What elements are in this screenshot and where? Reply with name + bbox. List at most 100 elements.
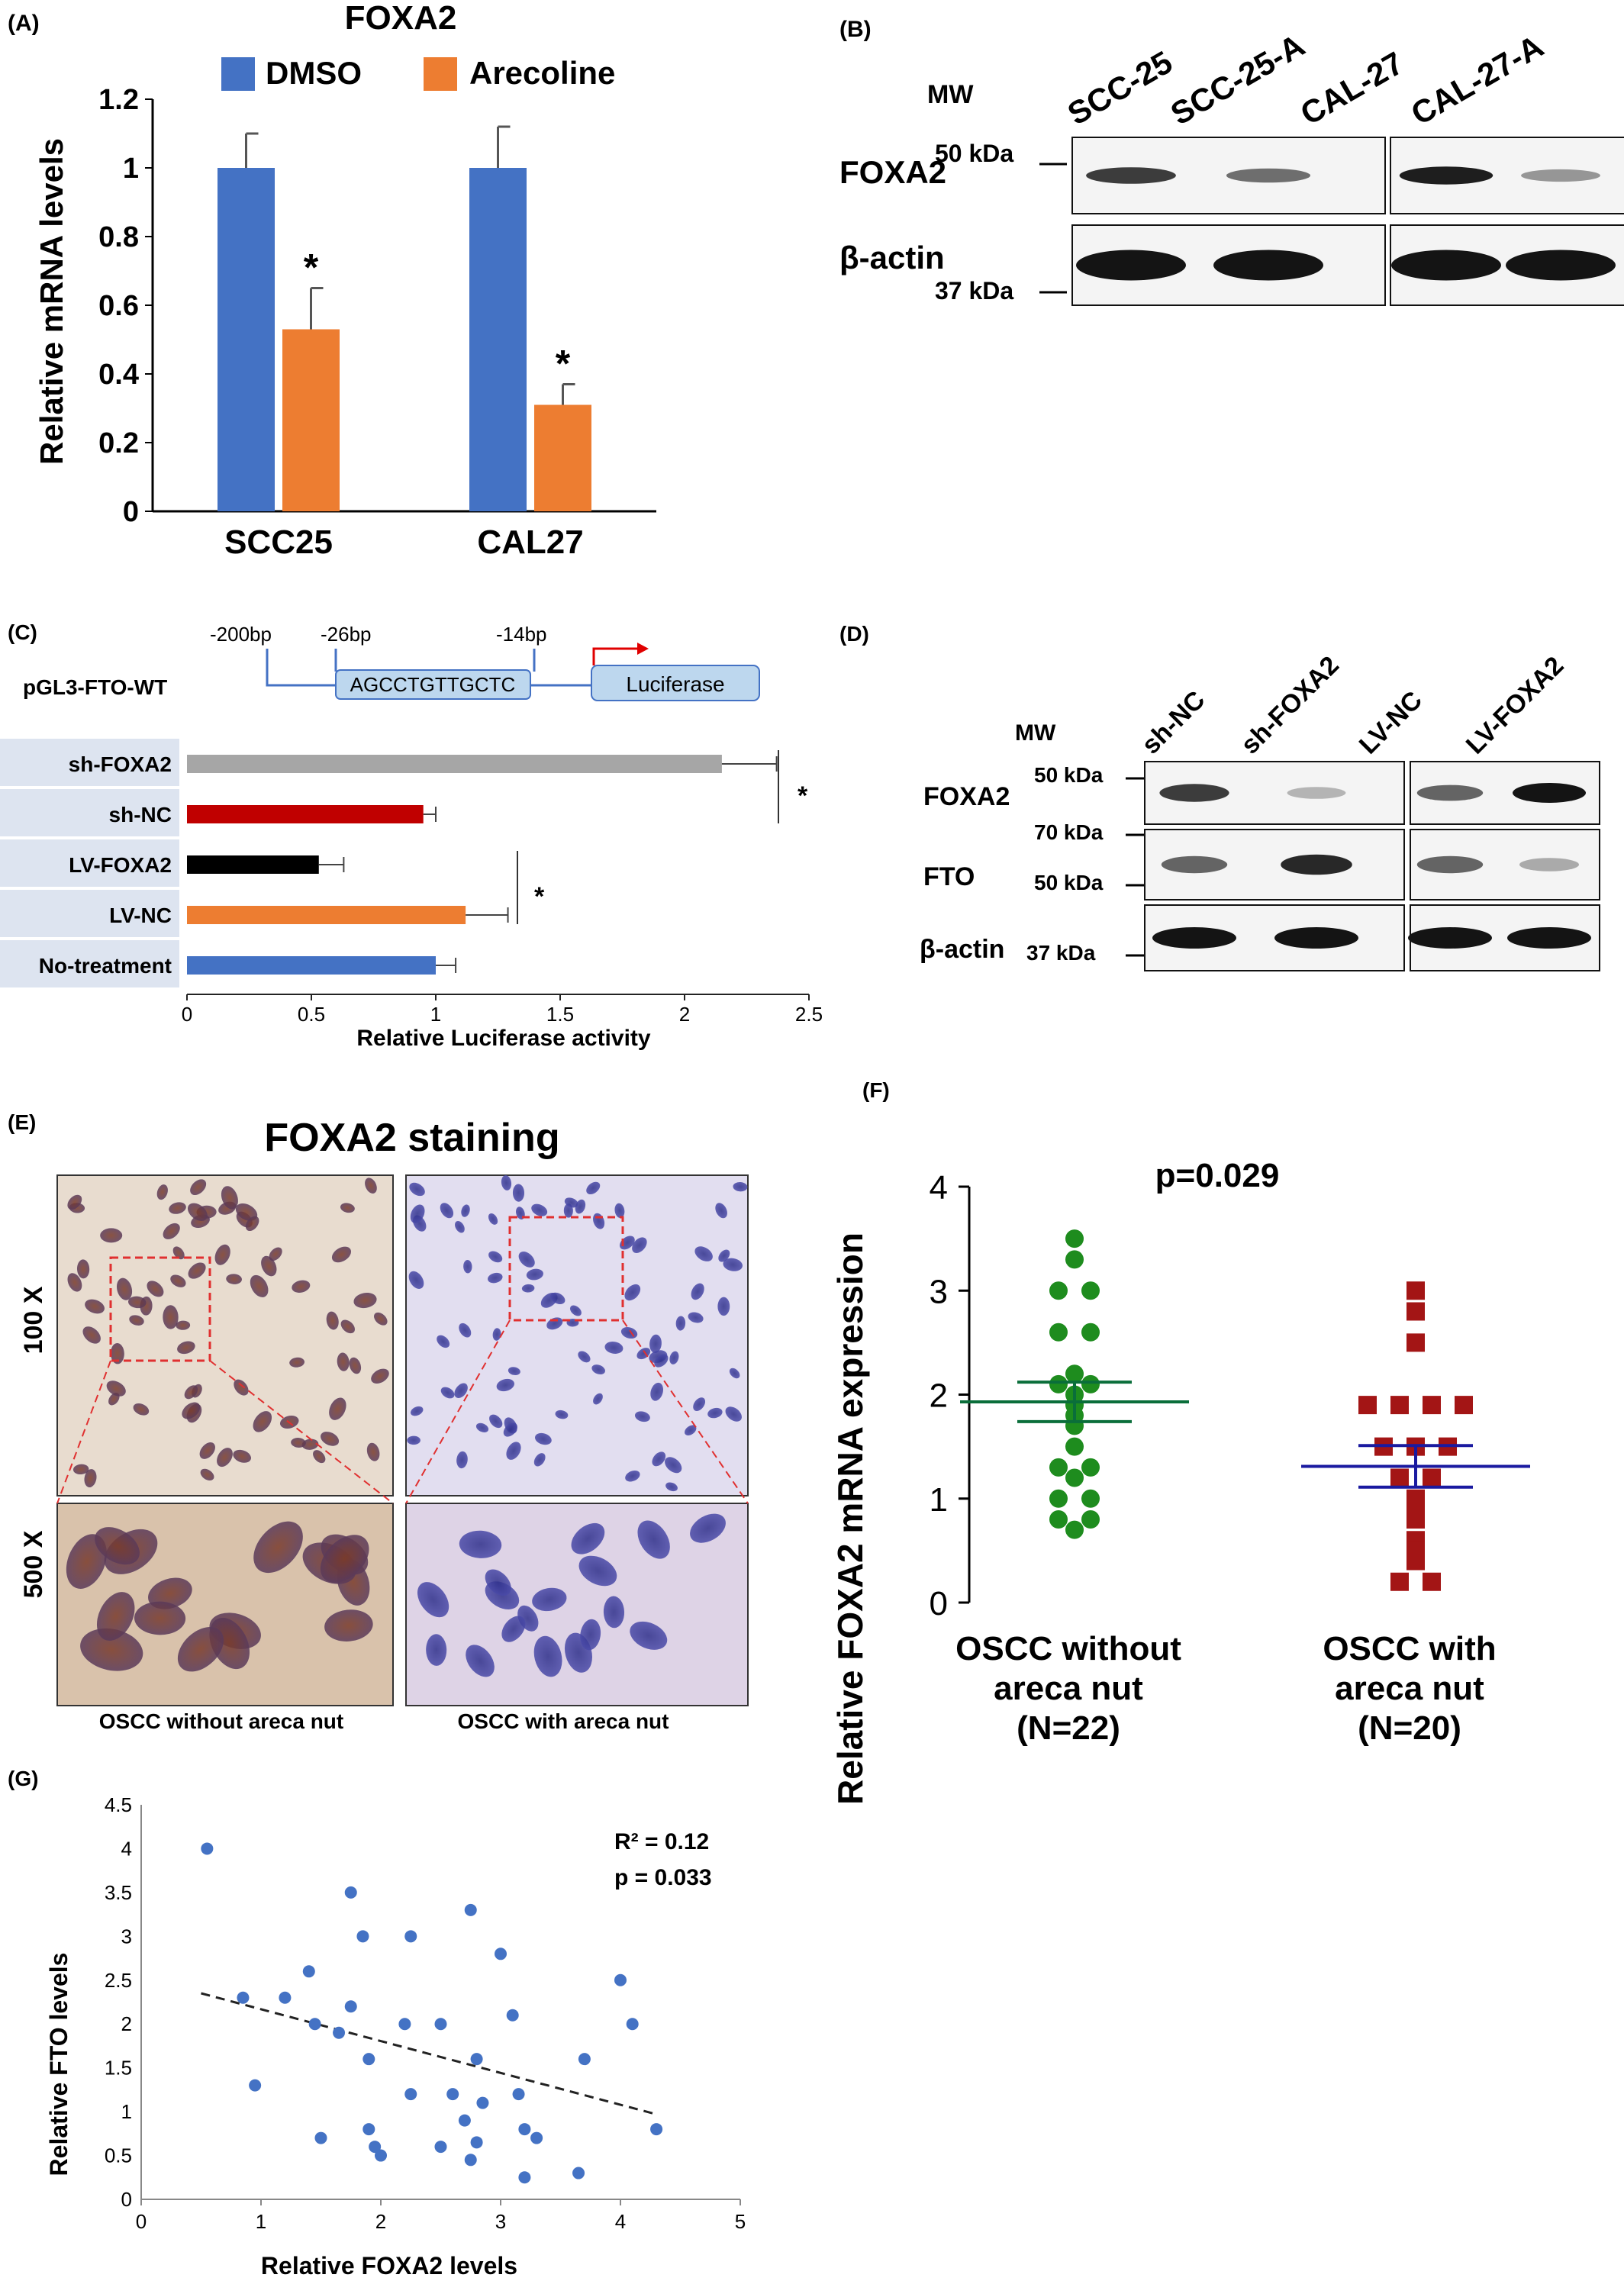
panel-d-blot-images bbox=[1144, 761, 1600, 971]
panel-d-marker-70: 70 kDa bbox=[1034, 820, 1104, 844]
c-x-tick-label: 1 bbox=[430, 1003, 441, 1026]
e-cell-nucleus bbox=[485, 1569, 511, 1596]
a-bar-arecoline bbox=[282, 329, 340, 511]
g-data-point bbox=[201, 1842, 214, 1855]
g-data-point bbox=[476, 2096, 489, 2109]
e-cell-nucleus bbox=[134, 1601, 186, 1635]
e-cell-nucleus bbox=[417, 1582, 450, 1618]
construct-pos-200: -200bp bbox=[210, 623, 272, 646]
panel-b-mw-label: MW bbox=[927, 80, 974, 109]
e-cell-nucleus bbox=[217, 1448, 233, 1468]
g-data-point bbox=[518, 2123, 531, 2136]
f-point-with-areca bbox=[1358, 1396, 1377, 1415]
panel-c-x-axis-label: Relative Luciferase activity bbox=[356, 1026, 651, 1051]
e-cell-nucleus bbox=[133, 1403, 150, 1416]
e-cell-nucleus bbox=[374, 1312, 388, 1326]
e-cell-nucleus bbox=[148, 1577, 192, 1609]
panel-g-plot-area: 0 0.5 1 1.5 2 2.5 3 3.5 4 4.5 0 1 2 3 4 5 bbox=[105, 1793, 746, 2233]
e-cell-nucleus bbox=[512, 1184, 525, 1202]
e-zoom-guide bbox=[209, 1360, 394, 1504]
e-cell-nucleus bbox=[503, 1422, 517, 1437]
e-cell-nucleus bbox=[289, 1357, 305, 1368]
f-point-with-areca bbox=[1406, 1510, 1425, 1529]
e-cell-nucleus bbox=[718, 1249, 730, 1262]
c-significance-star: * bbox=[798, 781, 808, 810]
g-data-point bbox=[530, 2131, 543, 2144]
e-cell-nucleus bbox=[461, 1204, 470, 1217]
panel-c-plot-area: sh-FOXA2 sh-NC LV-FOXA2 LV-NC No-treatment 0 0… bbox=[0, 739, 823, 1026]
e-cell-nucleus bbox=[95, 1527, 140, 1565]
e-cell-nucleus bbox=[67, 1194, 82, 1210]
g-data-point bbox=[333, 2026, 346, 2039]
g-data-point bbox=[650, 2123, 663, 2136]
f-point-without-areca bbox=[1065, 1364, 1084, 1384]
panel-d-row-label-foxa2: FOXA2 bbox=[923, 782, 1010, 811]
f-point-with-areca bbox=[1390, 1396, 1409, 1415]
g-y-tick-label: 2.5 bbox=[105, 1969, 132, 1992]
d-fto-band bbox=[1281, 854, 1352, 875]
f-point-without-areca bbox=[1081, 1458, 1100, 1477]
e-cell-nucleus bbox=[578, 1351, 591, 1363]
e-cell-nucleus bbox=[693, 1397, 706, 1411]
e-cell-nucleus bbox=[250, 1274, 269, 1297]
a-y-tick-label: 0.2 bbox=[98, 427, 139, 459]
e-cell-nucleus bbox=[475, 1422, 489, 1432]
g-y-tick-label: 1 bbox=[121, 2100, 132, 2123]
c-row-label-bg bbox=[0, 839, 179, 887]
f-point-without-areca bbox=[1081, 1510, 1100, 1529]
g-data-point bbox=[572, 2167, 585, 2180]
e-cell-nucleus bbox=[456, 1451, 468, 1469]
panel-g-pvalue: p = 0.033 bbox=[614, 1865, 712, 1890]
e-cell-nucleus bbox=[634, 1411, 650, 1422]
panel-c-construct-diagram: -200bp -26bp -14bp pGL3-FTO-WT AGCCTGTTG… bbox=[23, 623, 760, 701]
e-cell-nucleus bbox=[96, 1592, 135, 1641]
g-y-tick-label: 4 bbox=[121, 1837, 132, 1860]
e-micrograph-100x-without bbox=[56, 1174, 394, 1497]
d-actin-band bbox=[1408, 927, 1492, 949]
a-category-label: CAL27 bbox=[477, 524, 583, 561]
c-row-label-bg bbox=[0, 789, 179, 836]
e-cell-nucleus bbox=[624, 1284, 641, 1301]
e-cell-nucleus bbox=[324, 1609, 373, 1641]
f-point-without-areca bbox=[1049, 1281, 1068, 1300]
panel-d-marker-50a: 50 kDa bbox=[1034, 763, 1104, 787]
e-cell-nucleus bbox=[235, 1203, 258, 1221]
e-cell-nucleus bbox=[455, 1220, 465, 1233]
legend-label-dmso: DMSO bbox=[266, 55, 362, 91]
panel-b-label: (B) bbox=[839, 17, 872, 42]
c-row-label: No-treatment bbox=[39, 954, 172, 978]
f-group-label: areca nut bbox=[994, 1670, 1143, 1707]
g-data-point bbox=[356, 1930, 369, 1943]
construct-sequence-box bbox=[335, 669, 531, 700]
f-point-with-areca bbox=[1423, 1468, 1441, 1487]
e-cell-nucleus bbox=[488, 1213, 498, 1225]
e-cell-nucleus bbox=[526, 1268, 543, 1281]
e-cell-nucleus bbox=[116, 1277, 133, 1300]
e-zoom-box-left bbox=[109, 1256, 211, 1362]
a-y-tick-label: 1 bbox=[123, 153, 139, 185]
g-data-point bbox=[518, 2171, 531, 2184]
c-significance-star: * bbox=[534, 882, 545, 911]
b-lane-label: CAL-27 bbox=[1294, 45, 1410, 132]
f-point-without-areca bbox=[1049, 1489, 1068, 1508]
g-data-point bbox=[279, 1991, 292, 2004]
e-cell-nucleus bbox=[199, 1442, 215, 1459]
c-bar bbox=[187, 805, 424, 823]
construct-tss-arrow-icon bbox=[637, 643, 649, 655]
g-data-point bbox=[626, 2018, 639, 2031]
e-cell-nucleus bbox=[593, 1393, 603, 1405]
f-point-without-areca bbox=[1049, 1510, 1068, 1529]
e-cell-nucleus bbox=[365, 1178, 377, 1194]
panel-e-ihc-staining: (E) FOXA2 staining 100 X 500 X OSCC with… bbox=[8, 1110, 749, 1733]
e-cell-nucleus bbox=[188, 1262, 206, 1279]
panel-c-luciferase-chart: (C) -200bp -26bp -14bp pGL3-FTO-WT AGCCT… bbox=[0, 620, 823, 1051]
e-cell-nucleus bbox=[184, 1385, 198, 1400]
g-x-tick-label: 1 bbox=[256, 2210, 266, 2233]
g-data-point bbox=[614, 1973, 627, 1986]
b-actin-band bbox=[1506, 250, 1616, 281]
panel-d-marker-50b: 50 kDa bbox=[1034, 871, 1104, 894]
e-cell-nucleus bbox=[172, 1246, 185, 1260]
e-cell-nucleus bbox=[321, 1432, 340, 1446]
g-data-point bbox=[398, 2018, 411, 2031]
panel-a-y-axis-label: Relative mRNA levels bbox=[34, 138, 69, 465]
